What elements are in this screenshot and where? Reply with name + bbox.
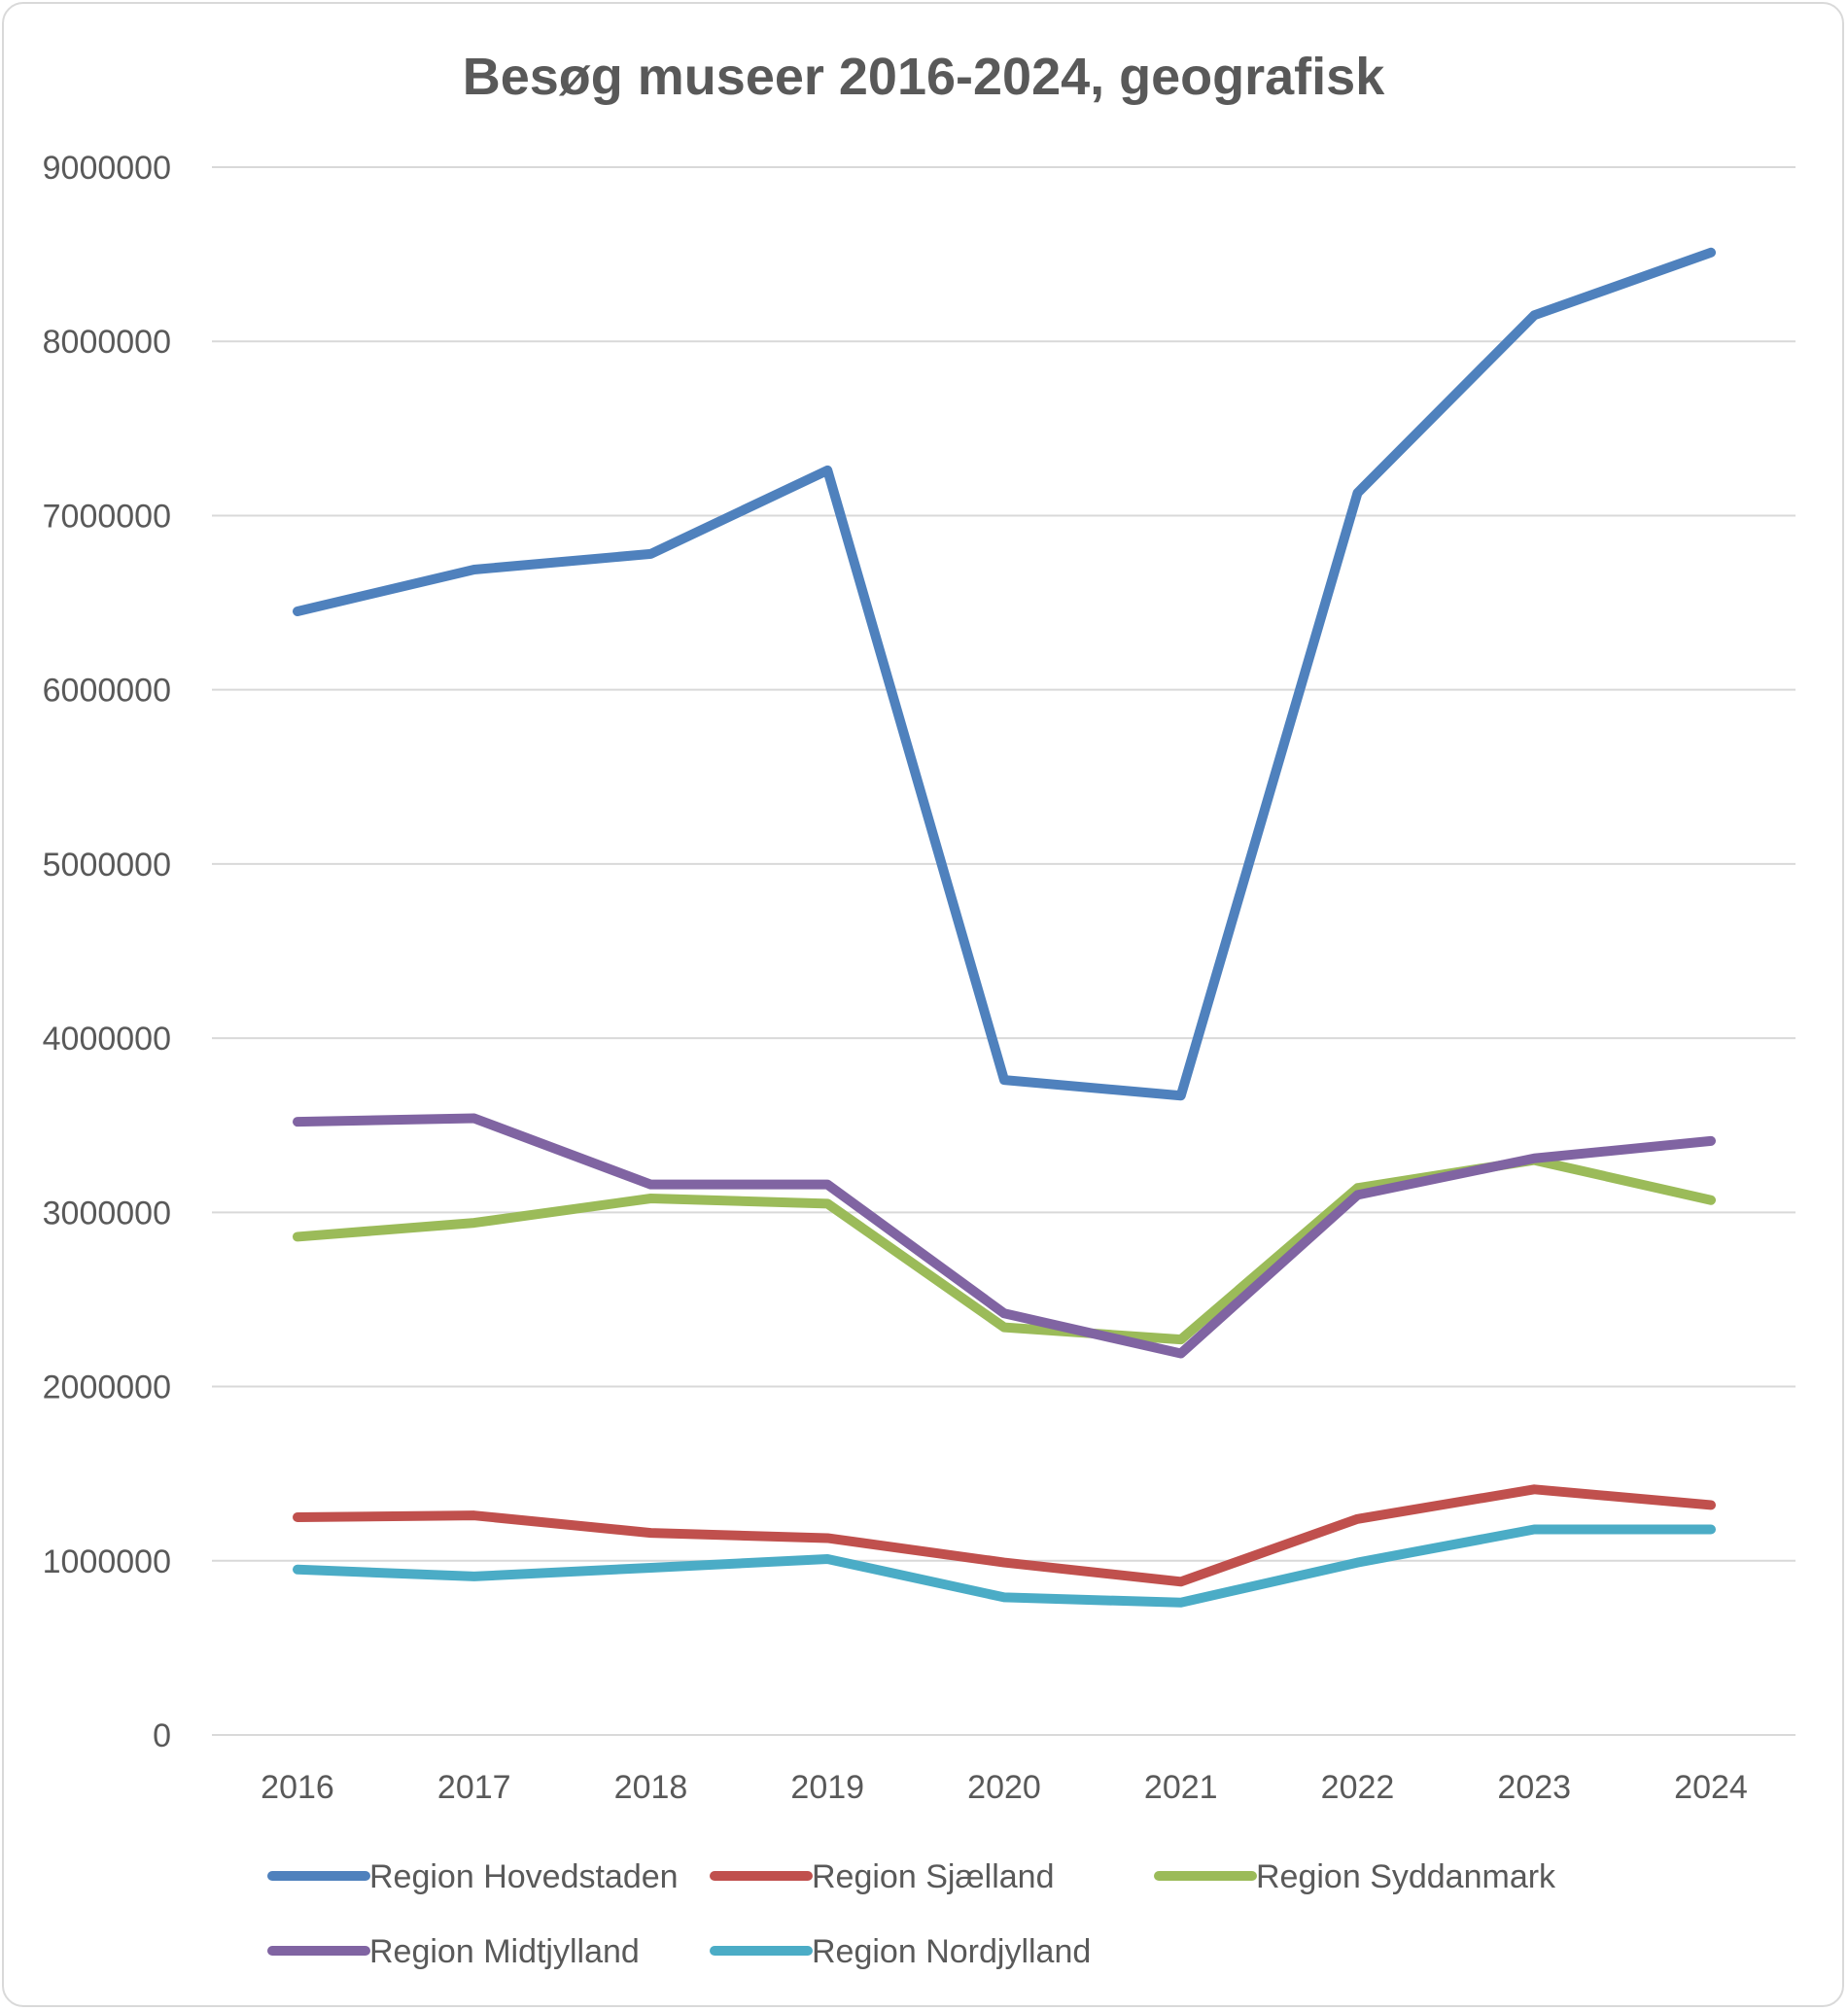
- y-tick-label: 6000000: [43, 673, 171, 710]
- y-tick-label: 8000000: [43, 324, 171, 361]
- legend-label: Region Syddanmark: [1256, 1858, 1556, 1895]
- y-tick-label: 3000000: [43, 1195, 171, 1231]
- chart-title: Besøg museer 2016-2024, geografisk: [463, 48, 1385, 106]
- x-tick-label: 2019: [790, 1769, 864, 1806]
- x-tick-label: 2017: [437, 1769, 511, 1806]
- x-tick-label: 2016: [261, 1769, 334, 1806]
- y-tick-label: 1000000: [43, 1543, 171, 1580]
- y-tick-label: 9000000: [43, 150, 171, 187]
- series-line-region-hovedstaden: [293, 247, 1716, 1101]
- legend-label: Region Midtjylland: [369, 1933, 640, 1970]
- x-tick-label: 2020: [967, 1769, 1041, 1806]
- legend-label: Region Hovedstaden: [369, 1858, 679, 1895]
- legend-label: Region Nordjylland: [812, 1933, 1091, 1970]
- y-tick-label: 5000000: [43, 847, 171, 884]
- legend-label: Region Sjælland: [812, 1858, 1055, 1895]
- y-tick-label: 7000000: [43, 498, 171, 535]
- x-tick-label: 2023: [1497, 1769, 1571, 1806]
- x-tick-label: 2024: [1674, 1769, 1748, 1806]
- x-tick-label: 2018: [614, 1769, 688, 1806]
- x-tick-label: 2021: [1144, 1769, 1218, 1806]
- series-line-region-midtjylland: [293, 1113, 1716, 1359]
- x-tick-label: 2022: [1321, 1769, 1395, 1806]
- y-tick-label: 4000000: [43, 1021, 171, 1058]
- y-tick-label: 2000000: [43, 1370, 171, 1406]
- y-tick-label: 0: [153, 1717, 171, 1754]
